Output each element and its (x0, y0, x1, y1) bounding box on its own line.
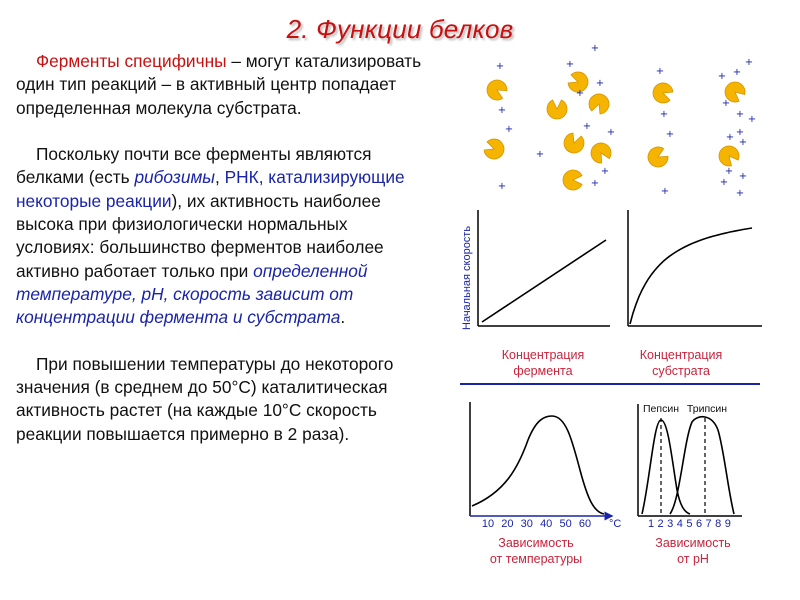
substrate-plus-icon: + (736, 109, 744, 120)
enzyme-shape (563, 132, 585, 154)
g4-tick-label: 7 (706, 518, 712, 530)
substrate-plus-icon: + (726, 132, 734, 143)
substrate-plus-icon: + (722, 98, 730, 109)
substrate-plus-icon: + (607, 127, 615, 138)
g4-tick-label: 1 (648, 518, 654, 530)
enzyme-shape (590, 142, 612, 164)
g2-series-line (629, 227, 753, 325)
substrate-plus-icon: + (536, 149, 544, 160)
substrate-plus-icon: + (725, 166, 733, 177)
rna-term: РНК, катализирующие некоторые реакции (16, 167, 405, 211)
substrate-plus-icon: + (660, 109, 668, 120)
g4-tick-label: 8 (715, 518, 721, 530)
substrate-plus-icon: + (736, 188, 744, 199)
substrate-plus-icon: + (591, 43, 599, 54)
substrate-plus-icon: + (666, 129, 674, 140)
ribozymes-term: рибозимы (134, 167, 216, 188)
g1-caption-1: Концентрация (502, 348, 585, 362)
body-text: Ферменты специфичны – могут катализирова… (16, 50, 424, 469)
substrate-plus-icon: + (745, 57, 753, 68)
g3-tick-label: 40 (540, 518, 552, 530)
g1-series-line (481, 239, 607, 323)
g4-caption-2: от pH (677, 552, 709, 566)
paragraph-temperature: При повышении температуры до некоторого … (16, 353, 394, 444)
g4-tick-label: 3 (667, 518, 673, 530)
g3-tick-label: 60 (579, 518, 591, 530)
g3-unit-label: °C (609, 518, 621, 530)
chart-temperature: 10 20 30 40 50 60 °C Зависимость от температу… (469, 402, 621, 566)
substrate-plus-icon: + (601, 166, 609, 177)
substrate-plus-icon: + (748, 114, 756, 125)
substrate-plus-icon: + (736, 127, 744, 138)
g2-caption-1: Концентрация (640, 348, 723, 362)
pepsin-label: Пепсин (643, 403, 679, 415)
paragraph-conditions: Поскольку почти все ферменты являются бе… (16, 143, 424, 329)
g3-caption-1: Зависимость (498, 536, 573, 550)
enzyme-shape (588, 93, 610, 115)
substrate-plus-icon: + (661, 186, 669, 197)
enzyme-shape (546, 99, 568, 120)
enzyme-shape (718, 145, 740, 167)
g2-caption-2: субстрата (652, 364, 710, 378)
substrate-plus-icon: + (739, 137, 747, 148)
substrate-plus-icon: + (496, 61, 504, 72)
g3-tick-label: 10 (482, 518, 494, 530)
substrate-plus-icon: + (566, 59, 574, 70)
chart-enzyme-concentration: Начальная скорость Концентрация фермента (461, 210, 610, 378)
g4-tick-label: 9 (725, 518, 731, 530)
substrate-plus-icon: + (591, 178, 599, 189)
paragraph-specificity: Ферменты специфичны – могут катализирова… (16, 50, 424, 120)
slide-title: 2. Функции белков (286, 14, 514, 44)
g4-tick-label: 4 (677, 518, 683, 530)
enzyme-shape (647, 146, 669, 168)
substrate-plus-icon: + (498, 105, 506, 116)
substrate-plus-icon: + (733, 67, 741, 78)
substrate-plus-icon: + (505, 124, 513, 135)
g1-caption-2: фермента (513, 364, 572, 378)
enzyme-shape (486, 79, 508, 101)
enzyme-shape (562, 169, 583, 191)
enzyme-shape (483, 138, 505, 160)
g3-tick-label: 50 (559, 518, 571, 530)
trypsin-label: Трипсин (687, 403, 727, 415)
y-axis-label: Начальная скорость (461, 226, 473, 330)
conditions-highlight: определенной температуре, рН, скорость з… (16, 260, 368, 328)
substrate-plus-icon: + (718, 71, 726, 82)
pepsin-series-line (641, 419, 691, 515)
trypsin-series-line (669, 415, 735, 515)
enzyme-shape (567, 71, 589, 93)
specificity-highlight: Ферменты специфичны (36, 51, 227, 71)
g3-series-line (471, 415, 605, 515)
substrate-plus-icon: + (576, 88, 584, 99)
g3-caption-2: от температуры (490, 552, 582, 566)
substrate-plus-icon: + (739, 171, 747, 182)
g3-tick-label: 30 (521, 518, 533, 530)
substrate-plus-icon: + (656, 66, 664, 77)
conditions-text-2: ), их активность наиболее высока при физ… (16, 190, 384, 281)
substrate-plus-icon: + (583, 121, 591, 132)
chart-substrate-concentration: Концентрация субстрата (627, 210, 762, 378)
substrate-plus-icon: + (498, 181, 506, 192)
conditions-comma: , (215, 167, 225, 188)
substrate-plus-icon: + (596, 78, 604, 89)
g4-caption-1: Зависимость (655, 536, 730, 550)
g4-tick-label: 5 (686, 518, 692, 530)
conditions-end: . (340, 307, 346, 328)
specificity-text: – могут катализировать один тип реакций … (16, 51, 422, 118)
enzyme-shape (652, 82, 674, 104)
g4-tick-label: 6 (696, 518, 702, 530)
g3-tick-label: 20 (501, 518, 513, 530)
g4-tick-label: 2 (658, 518, 664, 530)
g3-tick-labels: 10 20 30 40 50 60 (482, 518, 591, 530)
substrate-plus-icon: + (720, 177, 728, 188)
conditions-text-1: Поскольку почти все ферменты являются бе… (16, 144, 372, 188)
enzyme-illustration: ++ ++ + +++++++ ++++++ + ++++ + ++ ++ ++ (483, 43, 756, 199)
enzyme-shape (724, 81, 746, 103)
